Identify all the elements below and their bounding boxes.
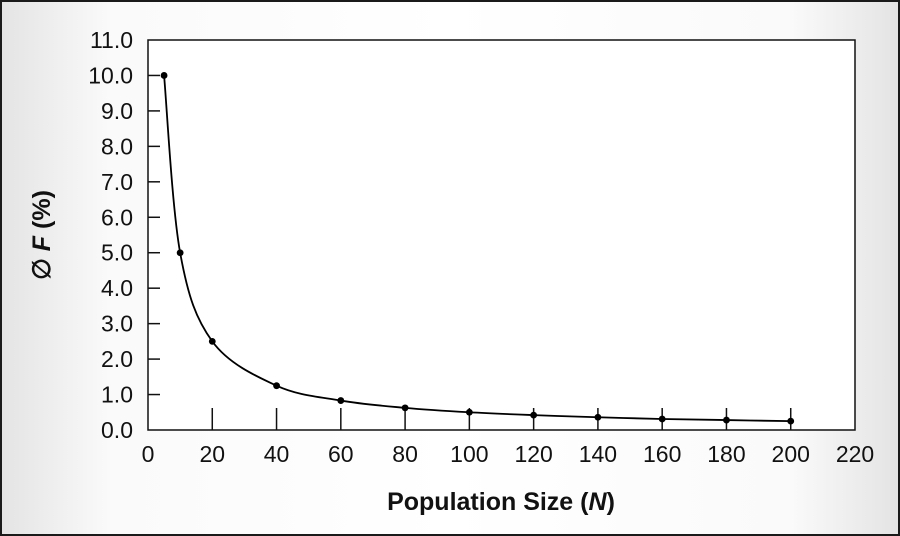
data-point [658,415,666,423]
y-tick-label: 1.0 [101,382,133,408]
x-tick-label: 160 [643,441,681,467]
y-axis: 0.0 1.0 2.0 3.0 4.0 5.0 6.0 7.0 8.0 9.0 10.0 11.0 [88,27,160,443]
y-tick-label: 7.0 [101,169,133,195]
data-point [723,416,730,424]
plot-area [147,39,856,431]
data-point [530,411,538,419]
y-tick-label: 9.0 [101,98,133,124]
x-axis-title: Population Size (N) [387,488,615,516]
y-tick-label: 5.0 [101,240,133,266]
data-point [176,249,184,257]
x-tick-label: 100 [450,441,488,467]
y-tick-label: 10.0 [88,62,133,88]
x-tick-label: 20 [199,441,225,467]
x-tick-label: 120 [514,441,552,467]
y-tick-label: 11.0 [90,27,133,53]
series-points [160,72,795,425]
y-tick-label: 0.0 [101,417,133,443]
x-tick-label: 220 [836,441,874,467]
y-tick-label: 6.0 [101,204,133,230]
x-tick-label: 180 [707,441,745,467]
data-point [273,382,280,390]
data-point [160,72,168,79]
x-tick-label: 60 [328,441,354,467]
y-tick-label: 4.0 [101,275,133,301]
x-tick-label: 80 [392,441,418,467]
y-tick-label: 2.0 [101,346,133,372]
y-tick-label: 8.0 [101,133,133,159]
x-tick-label: 40 [264,441,290,467]
y-tick-label: 3.0 [101,311,133,337]
data-point [594,413,602,421]
data-point [465,408,473,416]
x-axis: 0 20 40 60 80 100 120 140 160 180 200 220 [142,408,874,467]
data-point [208,337,216,345]
x-tick-label: 140 [579,441,617,467]
y-axis-title: ∅ F (%) [28,190,56,280]
x-tick-label: 0 [142,441,155,467]
data-point [337,397,345,404]
data-point [787,417,795,425]
x-tick-label: 200 [772,441,810,467]
data-point [401,404,409,412]
